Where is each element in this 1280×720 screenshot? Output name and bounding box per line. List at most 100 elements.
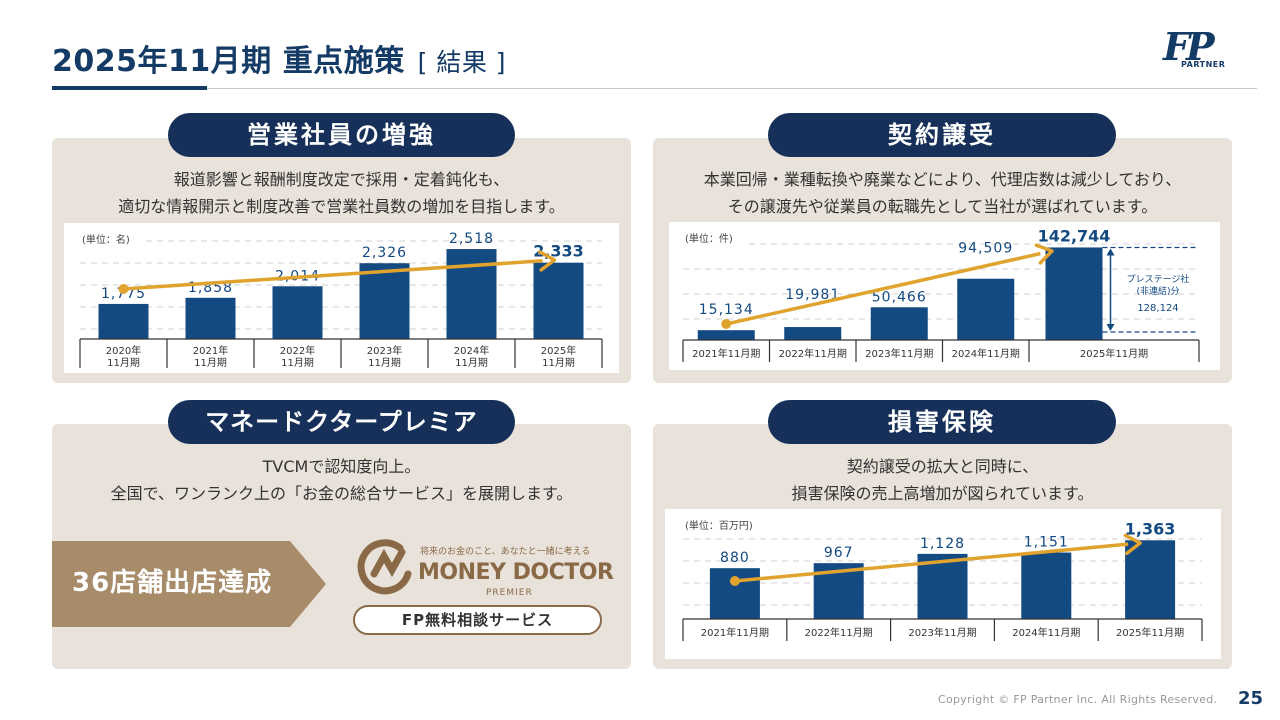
insurance-bar — [1125, 540, 1176, 619]
page-number: 25 — [1238, 688, 1264, 709]
contract-annotation-arrow-up — [1106, 248, 1115, 256]
contract-section-title: 契約譲受 — [768, 113, 1116, 157]
insurance-bar — [1021, 552, 1072, 619]
sales-category-label: 2023年 11月期 — [367, 344, 402, 369]
contract-chart-svg: (単位：件) 15,134 19,981 50,466 94,509 142,744 202… — [681, 226, 1200, 362]
sales-value-label: 2,326 — [362, 245, 407, 261]
money-doctor-tagline: 将来のお金のこと、あなたと一緒に考える — [420, 547, 591, 557]
contract-chart: (単位：件) 15,134 19,981 50,466 94,509 142,744 202… — [669, 222, 1220, 370]
insurance-category-label-line: 2021年11月期 — [701, 626, 769, 639]
sales-category-label: 2024年 11月期 — [454, 344, 489, 369]
sales-bar — [359, 263, 410, 339]
company-logo: FP PARTNER — [1163, 28, 1231, 72]
insurance-bar — [709, 568, 760, 619]
insurance-description: 契約譲受の拡大と同時に、 損害保険の売上高増加が図られています。 — [653, 453, 1232, 507]
sales-chart: (単位：名)1,7751,8582,0142,3262,5182,3332020… — [64, 223, 619, 373]
sales-category-label-line: 2020年 — [106, 344, 141, 357]
contract-annotation-arrow-down — [1106, 324, 1115, 331]
sales-chart-svg: (単位：名)1,7751,8582,0142,3262,5182,3332020… — [78, 231, 603, 369]
contract-value-label: 94,509 — [958, 241, 1013, 257]
contract-category-label-line: 2025年11月期 — [1080, 347, 1148, 360]
insurance-trend-arrow-start — [729, 576, 740, 586]
sales-category-label-line: 2024年 — [454, 344, 489, 357]
insurance-value-label: 1,363 — [1125, 519, 1176, 538]
contract-bar — [957, 278, 1015, 340]
sales-unit-bg — [78, 231, 142, 247]
contract-bar — [784, 327, 842, 340]
contract-category-label: 2024年11月期 — [952, 347, 1020, 360]
sales-trend-arrow-start — [118, 284, 129, 294]
insurance-category-label-line: 2022年11月期 — [805, 626, 873, 639]
money-doctor-name: MONEY DOCTOR — [418, 560, 614, 585]
sales-bar — [272, 286, 323, 339]
contract-desc-line1: 本業回帰・業種転換や廃業などにより、代理店数は減少しており、 — [703, 170, 1182, 189]
sales-trend-arrow-head — [538, 250, 557, 272]
sales-category-label-line: 2023年 — [367, 344, 402, 357]
contract-trend-arrow-start — [721, 319, 732, 329]
sales-category-label: 2021年 11月期 — [193, 344, 228, 369]
money-doctor-section-title: マネードクタープレミア — [168, 400, 515, 444]
sales-category-label: 2022年 11月期 — [280, 344, 315, 369]
contract-bar — [1045, 247, 1103, 340]
sales-category-label-line: 11月期 — [194, 357, 227, 369]
title-subtitle: [ 結果 ] — [417, 48, 507, 77]
money-desc-line2: 全国で、ワンランク上の「お金の総合サービス」を展開します。 — [110, 484, 573, 503]
contract-trend-arrow-head — [1034, 243, 1054, 265]
sales-trend-arrow-line — [123, 259, 543, 291]
contract-category-label: 2021年11月期 — [692, 347, 760, 360]
sales-category-label-line: 11月期 — [542, 357, 575, 369]
money-desc-line1: TVCMで認知度向上。 — [262, 457, 421, 476]
contract-bar — [870, 307, 928, 340]
contract-unit-bg — [681, 230, 745, 246]
contract-category-label-line: 2021年11月期 — [692, 347, 760, 360]
insurance-category-label: 2022年11月期 — [805, 626, 873, 639]
insurance-trend-arrow-head — [1123, 533, 1142, 556]
contract-category-label-line: 2022年11月期 — [779, 347, 847, 360]
copyright: Copyright © FP Partner Inc. All Rights R… — [938, 693, 1218, 706]
money-doctor-logo — [357, 539, 412, 595]
sales-category-label: 2020年 11月期 — [106, 344, 141, 369]
insurance-value-label: 880 — [720, 550, 750, 566]
contract-category-label-line: 2023年11月期 — [865, 347, 933, 360]
insurance-value-label: 1,151 — [1024, 535, 1069, 551]
sales-bar — [185, 297, 236, 339]
contract-category-label: 2025年11月期 — [1080, 347, 1148, 360]
insurance-value-label: 1,128 — [920, 536, 965, 552]
contract-annotation-value: 128,124 — [1137, 303, 1178, 314]
page-title: 2025年11月期 重点施策 [ 結果 ] — [52, 36, 506, 80]
store-achievement-text: 36店舗出店達成 — [72, 568, 273, 598]
sales-section-title: 営業社員の増強 — [168, 113, 515, 157]
contract-description: 本業回帰・業種転換や廃業などにより、代理店数は減少しており、 その譲渡先や従業員… — [653, 166, 1232, 220]
sales-category-label-line: 11月期 — [281, 357, 314, 369]
contract-category-label-line: 2024年11月期 — [952, 347, 1020, 360]
logo-wordmark: PARTNER — [1181, 60, 1226, 69]
contract-value-label: 19,981 — [785, 287, 840, 303]
sales-category-label-line: 2021年 — [193, 344, 228, 357]
sales-bar — [98, 303, 149, 339]
insurance-trend-arrow-line — [734, 542, 1129, 583]
contract-bar — [697, 330, 755, 340]
insurance-category-label-line: 2023年11月期 — [908, 626, 976, 639]
logo-mark: FP — [1163, 24, 1215, 69]
insurance-chart-svg: (単位：百万円) 880 967 1,128 1,151 1,363 2021年11月期 20… — [681, 517, 1203, 641]
insurance-section-title: 損害保険 — [768, 400, 1116, 444]
sales-bar — [446, 249, 497, 339]
insurance-category-label: 2024年11月期 — [1012, 626, 1080, 639]
insurance-unit-bg — [681, 517, 759, 533]
sales-category-label-line: 11月期 — [107, 357, 140, 369]
title-divider — [52, 88, 1257, 89]
contract-value-label: 142,744 — [1038, 226, 1111, 245]
sales-bar — [533, 262, 584, 339]
sales-unit-label: (単位：名) — [82, 233, 130, 246]
sales-category-label-line: 2022年 — [280, 344, 315, 357]
money-doctor-description: TVCMで認知度向上。 全国で、ワンランク上の「お金の総合サービス」を展開します… — [52, 453, 631, 507]
sales-category-label-line: 2025年 — [541, 344, 576, 357]
contract-trend-arrow-line — [725, 251, 1041, 326]
sales-category-label-line: 11月期 — [368, 357, 401, 369]
contract-annotation-label-2: (非連結)分 — [1136, 285, 1179, 297]
contract-unit-label: (単位：件) — [685, 232, 733, 245]
insurance-value-label: 967 — [824, 545, 854, 561]
sales-category-label-line: 11月期 — [455, 357, 488, 369]
sales-category-label: 2025年 11月期 — [541, 344, 576, 369]
sales-desc-line1: 報道影響と報酬制度改定で採用・定着鈍化も、 — [173, 170, 510, 189]
